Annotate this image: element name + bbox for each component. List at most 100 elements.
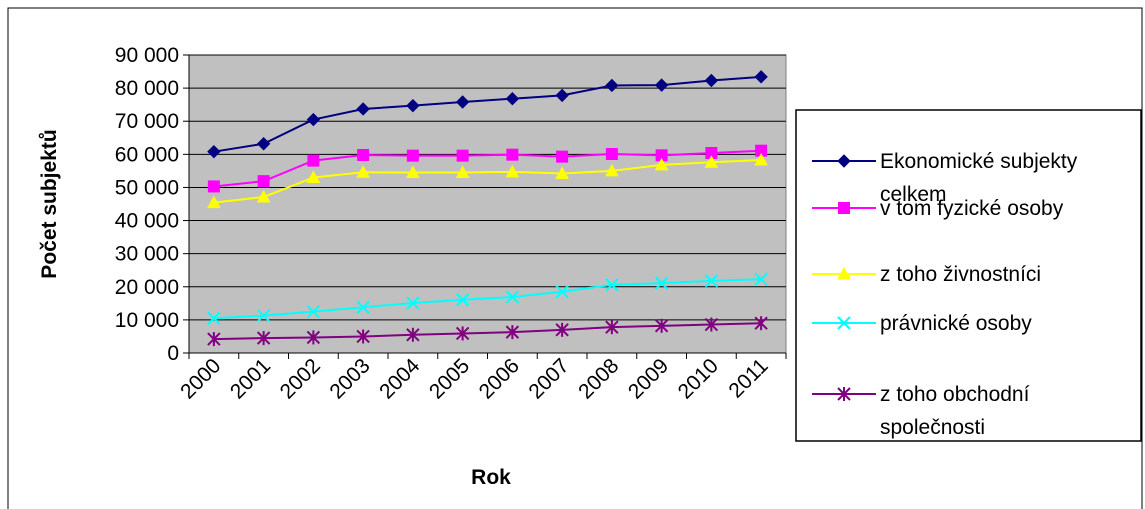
- data-point: [207, 195, 221, 209]
- legend-marker: [838, 202, 850, 214]
- legend-entry: v tom fyzické osoby: [812, 197, 1064, 220]
- data-point: [555, 322, 569, 337]
- data-point: [207, 180, 220, 193]
- data-point: [456, 149, 469, 162]
- data-point: [306, 330, 321, 345]
- data-point: [605, 320, 619, 335]
- data-point: [754, 152, 768, 166]
- y-tick-label: 50 000: [115, 176, 179, 199]
- legend-label: Ekonomické subjekty: [880, 150, 1078, 173]
- data-point: [506, 148, 519, 161]
- data-point: [556, 150, 569, 163]
- legend-label: společnosti: [880, 416, 985, 439]
- y-tick-label: 90 000: [115, 44, 179, 67]
- data-point: [754, 70, 768, 84]
- y-tick-label: 20 000: [115, 276, 179, 299]
- data-point: [357, 148, 370, 161]
- y-axis-title: Počet subjektů: [38, 129, 61, 278]
- y-tick-label: 0: [167, 342, 179, 365]
- data-point: [754, 272, 768, 286]
- data-point: [555, 88, 569, 103]
- series-line: [213, 75, 762, 153]
- data-point: [406, 296, 420, 310]
- series-3: [207, 152, 768, 209]
- series-4: [207, 272, 768, 325]
- series-1: [207, 70, 768, 159]
- data-point: [356, 300, 370, 315]
- y-tick-label: 70 000: [115, 110, 179, 133]
- y-axis: 0 10 000 20 000 30 000 40 000 50 000 60 000 70 …: [115, 44, 190, 365]
- data-point: [455, 165, 470, 179]
- data-point: [605, 148, 618, 161]
- data-point: [306, 112, 321, 127]
- data-point: [505, 91, 520, 106]
- legend-label: v tom fyzické osoby: [880, 197, 1064, 220]
- data-point: [406, 165, 420, 179]
- data-point: [207, 332, 221, 347]
- data-point: [307, 154, 320, 167]
- data-point: [455, 326, 470, 341]
- series-2: [207, 144, 768, 193]
- legend-entry: právnické osoby: [812, 312, 1032, 335]
- legend-marker: [837, 154, 851, 168]
- y-tick-label: 80 000: [115, 77, 179, 100]
- y-tick-label: 10 000: [115, 309, 179, 332]
- legend-label: právnické osoby: [880, 312, 1032, 335]
- legend-entry: z toho živnostníci: [812, 263, 1041, 286]
- data-point: [455, 292, 470, 307]
- series-layer: [207, 70, 768, 347]
- series-5: [207, 316, 768, 347]
- data-point: [605, 78, 619, 93]
- series-line: [213, 149, 762, 188]
- legend-label: celkem: [880, 183, 947, 206]
- data-point: [654, 157, 669, 171]
- data-point: [505, 325, 520, 340]
- data-point: [356, 102, 370, 116]
- legend-box: [795, 109, 1142, 442]
- data-point: [256, 308, 271, 323]
- data-point: [704, 274, 719, 288]
- series-line: [213, 158, 762, 204]
- legend-label: z toho živnostníci: [880, 263, 1041, 286]
- data-point: [306, 170, 321, 184]
- data-point: [257, 175, 270, 188]
- data-point: [207, 144, 221, 159]
- data-point: [654, 276, 669, 290]
- data-point: [605, 163, 619, 177]
- data-point: [505, 290, 520, 304]
- plot-area: [188, 54, 787, 354]
- y-tick-label: 40 000: [115, 210, 179, 233]
- data-point: [455, 95, 470, 109]
- data-point: [306, 304, 321, 319]
- data-point: [406, 149, 419, 162]
- legend-marker: [837, 316, 851, 330]
- data-point: [207, 311, 221, 325]
- series-line: [213, 278, 762, 320]
- data-point: [406, 327, 420, 342]
- data-point: [704, 155, 719, 168]
- data-point: [555, 166, 569, 180]
- data-point: [754, 316, 768, 331]
- legend-entry: z toho obchodní společnosti: [812, 383, 1030, 439]
- data-point: [605, 278, 619, 292]
- y-tick-label: 60 000: [115, 143, 179, 166]
- data-point: [704, 317, 719, 332]
- data-point: [654, 318, 669, 333]
- data-point: [256, 137, 271, 151]
- series-line: [213, 322, 762, 341]
- x-axis-title: Rok: [471, 466, 511, 489]
- data-point: [505, 164, 520, 178]
- y-tick-label: 30 000: [115, 243, 179, 266]
- legend-marker: [837, 387, 851, 401]
- data-point: [356, 329, 370, 344]
- data-point: [654, 78, 669, 92]
- data-point: [256, 331, 271, 346]
- data-point: [704, 73, 719, 88]
- legend-marker: [837, 266, 851, 280]
- data-point: [406, 98, 420, 113]
- legend-label: z toho obchodní: [880, 383, 1030, 406]
- data-point: [555, 285, 569, 299]
- data-point: [356, 165, 370, 178]
